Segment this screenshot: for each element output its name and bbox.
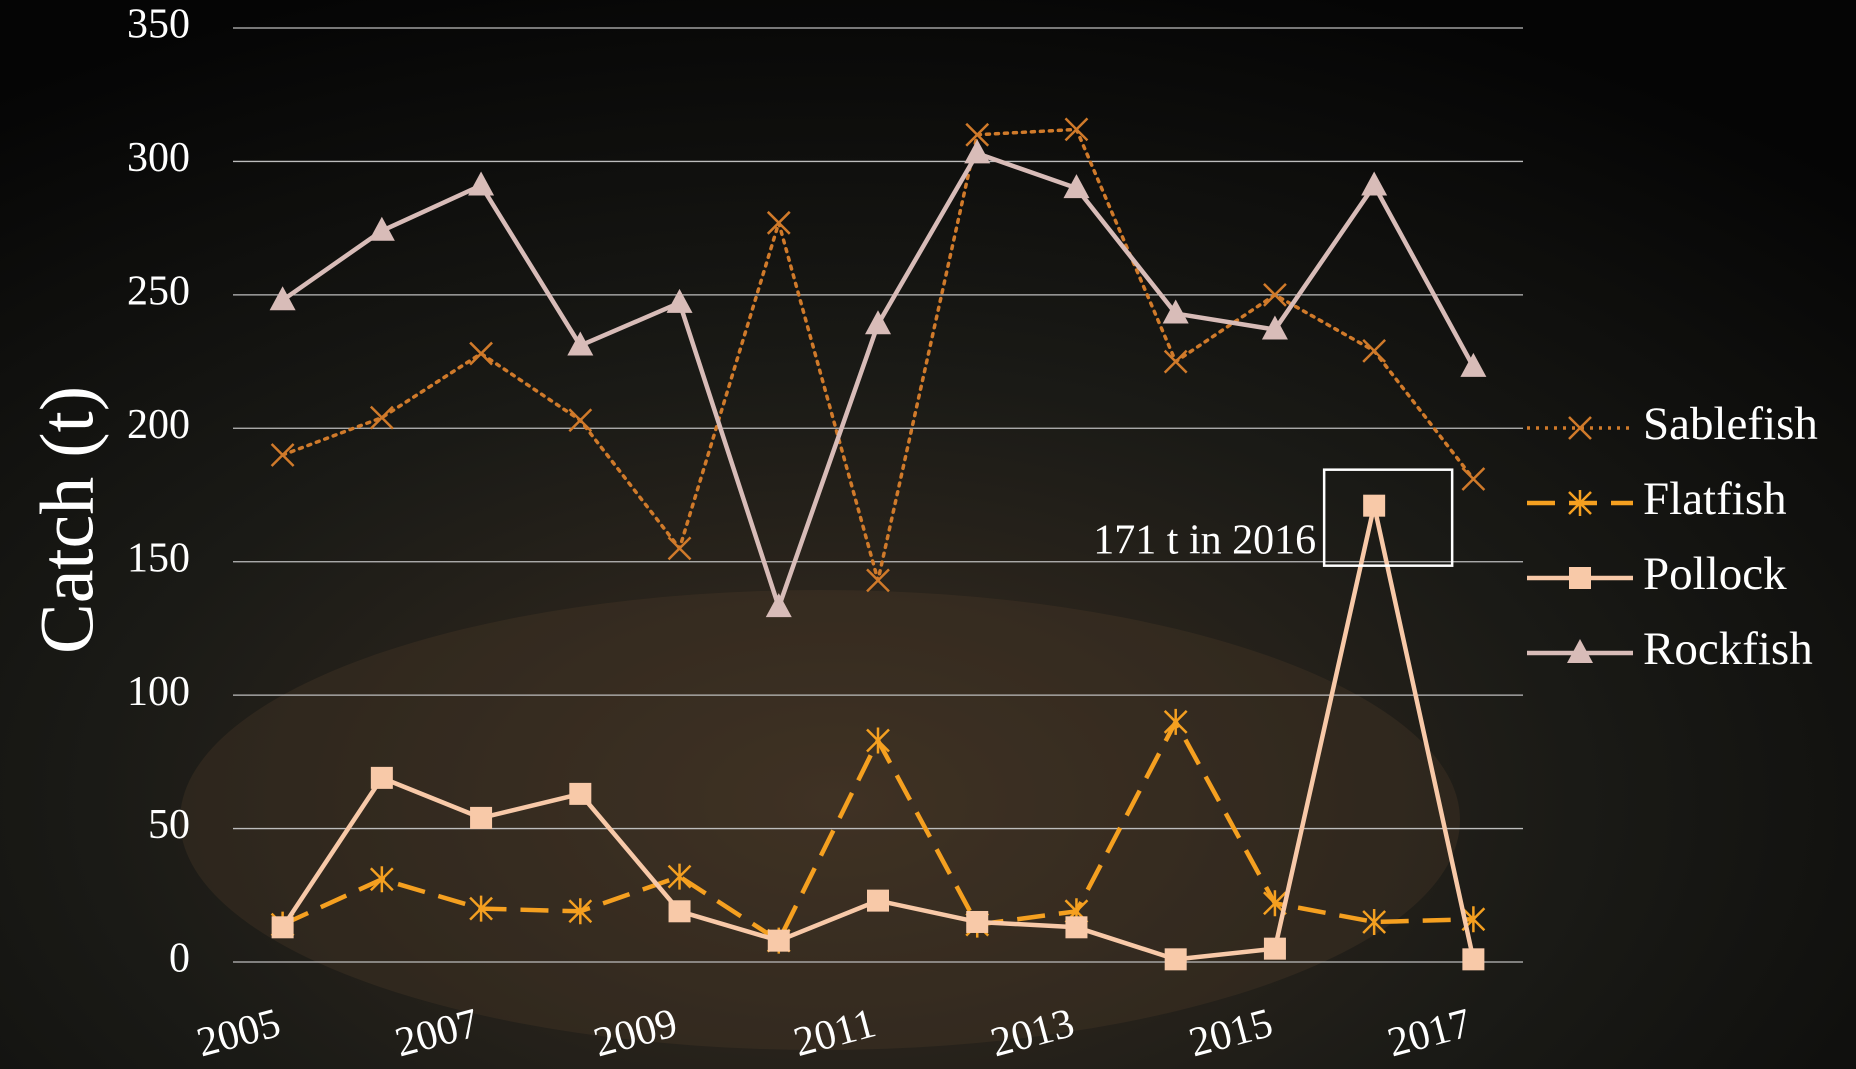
legend-marker bbox=[1568, 416, 1592, 440]
y-tick-label: 250 bbox=[127, 268, 190, 314]
marker bbox=[270, 443, 295, 467]
marker bbox=[966, 910, 989, 933]
marker bbox=[965, 122, 990, 147]
marker bbox=[1163, 349, 1188, 374]
marker bbox=[667, 536, 692, 561]
marker bbox=[767, 929, 790, 952]
background-fish bbox=[180, 590, 1460, 1050]
legend-label: Sablefish bbox=[1643, 398, 1818, 450]
marker bbox=[865, 310, 891, 335]
marker bbox=[1462, 948, 1485, 971]
marker bbox=[1065, 916, 1088, 939]
legend-item: Sablefish bbox=[1527, 398, 1818, 450]
y-tick-label: 350 bbox=[127, 2, 190, 48]
marker bbox=[866, 568, 890, 593]
legend-marker bbox=[1567, 639, 1593, 663]
legend-label: Pollock bbox=[1643, 548, 1787, 600]
marker bbox=[370, 766, 393, 789]
legend-marker bbox=[1568, 490, 1592, 516]
marker bbox=[1460, 352, 1487, 377]
y-tick-label: 150 bbox=[127, 535, 190, 581]
y-tick-label: 0 bbox=[169, 936, 190, 982]
marker bbox=[1063, 174, 1090, 199]
legend-label: Rockfish bbox=[1643, 623, 1813, 675]
marker bbox=[668, 900, 691, 923]
marker bbox=[867, 889, 889, 912]
legend-item: Flatfish bbox=[1527, 473, 1787, 525]
marker bbox=[269, 286, 296, 311]
marker bbox=[667, 863, 692, 890]
y-axis-label: Catch (t) bbox=[25, 386, 109, 654]
annotation-text: 171 t in 2016 bbox=[1093, 517, 1316, 563]
marker bbox=[271, 916, 294, 939]
marker bbox=[1162, 299, 1189, 324]
marker bbox=[369, 866, 394, 893]
annotation-box bbox=[1322, 468, 1454, 567]
marker bbox=[1263, 282, 1287, 307]
y-tick-label: 200 bbox=[127, 402, 190, 448]
marker bbox=[866, 727, 890, 754]
marker bbox=[469, 341, 493, 366]
marker bbox=[766, 210, 791, 235]
marker bbox=[469, 895, 493, 922]
marker bbox=[369, 405, 394, 430]
marker bbox=[765, 593, 792, 618]
y-tick-label: 50 bbox=[148, 802, 190, 848]
marker bbox=[964, 139, 991, 164]
legend-label: Flatfish bbox=[1643, 473, 1787, 525]
marker bbox=[368, 216, 395, 241]
marker bbox=[468, 171, 495, 196]
marker bbox=[568, 898, 593, 925]
legend-item: Rockfish bbox=[1527, 623, 1813, 675]
y-tick-label: 300 bbox=[127, 135, 190, 181]
y-tick-label: 100 bbox=[127, 669, 190, 715]
marker bbox=[568, 408, 593, 433]
marker bbox=[1461, 467, 1486, 491]
marker bbox=[1362, 908, 1387, 935]
marker bbox=[1064, 117, 1089, 142]
legend-marker bbox=[1569, 567, 1591, 589]
marker bbox=[666, 288, 693, 313]
marker bbox=[567, 331, 594, 356]
marker bbox=[1263, 937, 1286, 960]
marker bbox=[1261, 315, 1288, 340]
marker bbox=[470, 806, 493, 829]
marker bbox=[1362, 339, 1387, 363]
marker bbox=[1363, 494, 1386, 517]
legend-item: Pollock bbox=[1527, 548, 1787, 600]
marker bbox=[1163, 708, 1188, 735]
marker bbox=[1164, 948, 1187, 971]
marker bbox=[1361, 171, 1388, 196]
marker bbox=[569, 782, 592, 805]
